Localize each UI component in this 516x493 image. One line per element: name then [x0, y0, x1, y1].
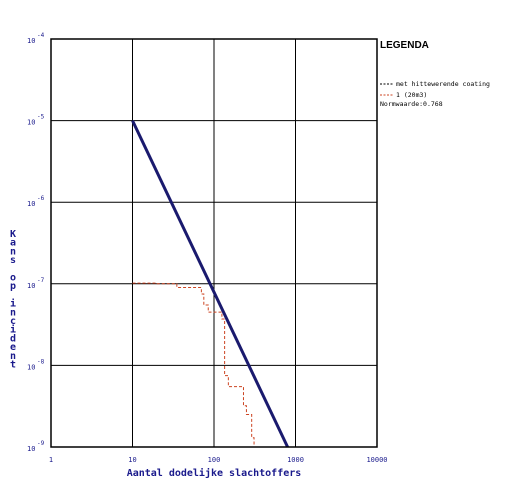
y-axis-title-char-8: i: [10, 298, 16, 310]
y-axis-title-char-0: K: [10, 229, 16, 240]
x-tick-labels: 1 10 100 1000 10000: [49, 456, 388, 464]
series-layer: [131, 119, 289, 448]
y-axis-title-char-2: n: [10, 246, 16, 257]
x-tick-label-0: 1: [49, 456, 53, 464]
y-axis-title-char-5: o: [10, 273, 16, 284]
y-axis-title-char-9: n: [10, 307, 16, 318]
y-axis-title-char-1: a: [10, 238, 16, 249]
y-axis-title-char-11: i: [10, 324, 16, 336]
x-tick-label-3: 1000: [287, 456, 304, 464]
x-tick-label-1: 10: [128, 456, 136, 464]
y-tick-base-5: 10: [27, 445, 35, 453]
legend-label-scenario: 1 (20m3): [396, 91, 427, 99]
y-axis-title-char-14: n: [10, 351, 16, 362]
y-axis-title-char-3: s: [10, 255, 16, 266]
y-tick-base-1: 10: [27, 119, 35, 127]
y-tick-base-4: 10: [27, 363, 35, 371]
y-tick-exponent-5: -9: [37, 440, 45, 447]
x-tick-label-2: 100: [208, 456, 221, 464]
y-tick-base-2: 10: [27, 200, 35, 208]
legend-title: LEGENDA: [380, 40, 429, 51]
y-tick-base-3: 10: [27, 282, 35, 290]
y-tick-exponent-2: -6: [37, 195, 45, 202]
y-tick-base-0: 10: [27, 37, 35, 45]
y-tick-exponent-3: -7: [37, 277, 45, 284]
legend: LEGENDA met hittewerende coating 1 (20m3…: [380, 40, 490, 108]
legend-label-coating: met hittewerende coating: [396, 80, 490, 88]
legend-norm-value: Normwaarde:0.768: [380, 100, 443, 108]
plot-frame: [50, 38, 378, 448]
x-axis-title: Aantal dodelijke slachtoffers: [127, 467, 302, 479]
y-axis-title-char-13: e: [10, 342, 16, 353]
y-tick-exponent-4: -8: [37, 358, 45, 365]
y-axis-title-char-10: c: [10, 316, 16, 327]
y-axis-title-char-12: d: [10, 333, 16, 344]
series-line-1: [132, 282, 255, 447]
y-tick-exponent-1: -5: [37, 114, 45, 121]
x-tick-label-4: 10000: [366, 456, 387, 464]
y-axis-title-char-15: t: [10, 360, 16, 371]
y-tick-exponent-0: -4: [37, 32, 45, 39]
y-axis-title-char-6: p: [10, 281, 16, 292]
norm-line: [131, 119, 289, 448]
y-tick-labels: 10-410-510-610-710-810-9: [27, 32, 45, 453]
